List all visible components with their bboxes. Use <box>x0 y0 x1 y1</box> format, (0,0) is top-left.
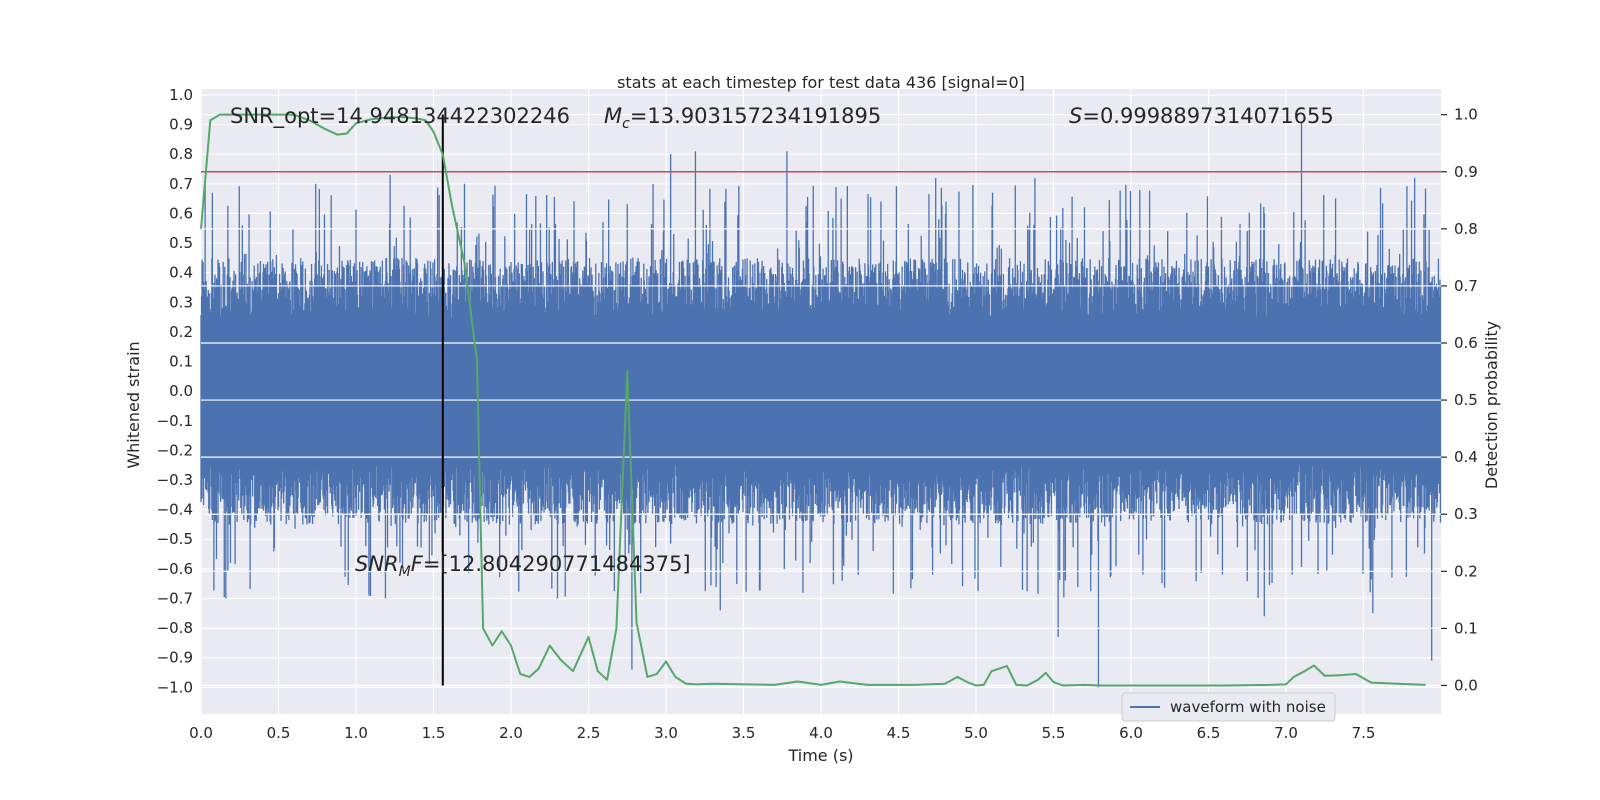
y-right-tick-label: 0.0 <box>1454 676 1478 694</box>
y-left-tick-label: −0.3 <box>157 471 193 489</box>
x-tick-label: 6.5 <box>1197 724 1221 742</box>
annotation-snr-mf-symbol: SNR <box>355 552 399 576</box>
x-tick-label: 7.0 <box>1274 724 1298 742</box>
annotation-snr-mf-f: F <box>411 552 424 576</box>
y-right-tick-label: 0.1 <box>1454 619 1478 637</box>
y-right-tick-label: 0.3 <box>1454 505 1478 523</box>
x-tick-label: 7.5 <box>1352 724 1376 742</box>
y-left-tick-label: −0.8 <box>157 619 193 637</box>
y-left-tick-label: 0.2 <box>169 323 193 341</box>
probability-series <box>200 113 1426 687</box>
x-tick-label: 2.0 <box>499 724 523 742</box>
y-left-tick-label: 0.7 <box>169 175 193 193</box>
x-tick-label: 3.0 <box>654 724 678 742</box>
annotation-chirp-mass-value: =13.903157234191895 <box>630 104 881 128</box>
x-axis-label: Time (s) <box>787 746 853 765</box>
y-left-tick-label: −0.9 <box>157 649 193 667</box>
chart-title: stats at each timestep for test data 436… <box>617 73 1025 92</box>
y-left-tick-label: 0.1 <box>169 353 193 371</box>
x-tick-label: 5.5 <box>1042 724 1066 742</box>
annotation-snr-mf-value: =[12.804290771484375] <box>423 552 691 576</box>
annotation-snr-mf-subscript: M <box>399 564 411 580</box>
annotation-snr-opt: SNR_opt=14.948134422302246 <box>230 104 570 129</box>
y-left-tick-label: 0.6 <box>169 204 193 222</box>
y-right-tick-label: 0.2 <box>1454 562 1478 580</box>
y-left-tick-label: −0.7 <box>157 589 193 607</box>
y-left-tick-label: 0.0 <box>169 382 193 400</box>
x-tick-label: 3.5 <box>732 724 756 742</box>
x-tick-label: 0.0 <box>189 724 213 742</box>
y-axis-label-left: Whitened strain <box>124 341 143 468</box>
x-tick-label: 6.0 <box>1119 724 1143 742</box>
annotation-spin-value: =0.9998897314071655 <box>1082 104 1333 128</box>
legend: waveform with noise <box>1121 692 1336 722</box>
annotation-spin-symbol: S <box>1069 104 1082 128</box>
annotation-spin: S=0.9998897314071655 <box>1069 104 1334 128</box>
y-right-tick-label: 0.5 <box>1454 391 1478 409</box>
axis-ticks: 0.0 0.5 1.0 1.5 2.0 2.5 3.0 3.5 4.0 4.5 5.0 5.5 6.0 6… <box>157 86 1478 742</box>
y-left-tick-label: 1.0 <box>169 86 193 104</box>
legend-box <box>1121 692 1336 722</box>
y-left-tick-label: −0.2 <box>157 441 193 459</box>
y-left-tick-label: 0.4 <box>169 264 193 282</box>
annotation-chirp-mass: Mc=13.903157234191895 <box>604 104 881 132</box>
y-left-tick-label: −0.4 <box>157 501 193 519</box>
y-left-tick-label: 0.5 <box>169 234 193 252</box>
y-left-tick-label: −0.5 <box>157 530 193 548</box>
y-right-tick-label: 1.0 <box>1454 106 1478 124</box>
x-tick-label: 4.5 <box>887 724 911 742</box>
y-right-tick-label: 0.8 <box>1454 220 1478 238</box>
annotation-chirp-mass-symbol: M <box>604 104 622 128</box>
x-tick-label: 2.5 <box>577 724 601 742</box>
y-left-tick-label: 0.3 <box>169 293 193 311</box>
y-left-tick-label: −1.0 <box>157 678 193 696</box>
x-tick-label: 0.5 <box>267 724 291 742</box>
y-axis-label-right: Detection probability <box>1482 321 1501 489</box>
legend-label-waveform: waveform with noise <box>1170 698 1326 716</box>
x-tick-label: 5.0 <box>964 724 988 742</box>
annotation-chirp-mass-subscript: c <box>622 116 630 132</box>
x-tick-label: 4.0 <box>809 724 833 742</box>
y-right-tick-label: 0.7 <box>1454 277 1478 295</box>
y-right-tick-label: 0.6 <box>1454 334 1478 352</box>
y-left-tick-label: 0.9 <box>169 116 193 134</box>
y-left-tick-label: −0.6 <box>157 560 193 578</box>
x-tick-label: 1.5 <box>422 724 446 742</box>
y-right-tick-label: 0.4 <box>1454 448 1478 466</box>
y-left-tick-label: 0.8 <box>169 145 193 163</box>
x-tick-label: 1.0 <box>344 724 368 742</box>
y-right-tick-label: 0.9 <box>1454 163 1478 181</box>
y-left-tick-label: −0.1 <box>157 412 193 430</box>
detection-probability-line <box>200 113 1426 687</box>
annotation-snr-mf: SNRMF=[12.804290771484375] <box>355 552 691 580</box>
